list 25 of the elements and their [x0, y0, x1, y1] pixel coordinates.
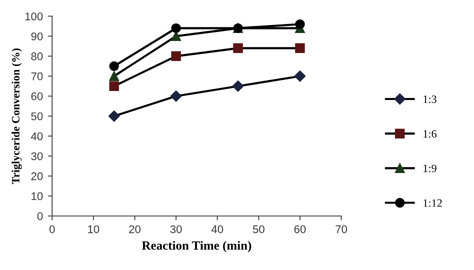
x-tick-label: 40: [211, 225, 224, 234]
legend-label: 1:3: [424, 96, 436, 104]
y-tick-label: 80: [31, 52, 43, 60]
y-tick-label: 10: [32, 192, 43, 200]
x-tick-label: 0: [49, 225, 55, 234]
y-tick-label: 100: [25, 12, 43, 20]
y-tick-label: 60: [31, 92, 43, 100]
x-tick-label: 60: [294, 225, 306, 234]
legend-label: 1:6: [424, 130, 437, 138]
legend-label: 1:12: [424, 199, 442, 207]
y-axis-title: Triglyceride Conversion (%): [12, 48, 22, 184]
legend-label: 1:9: [424, 164, 436, 172]
x-tick-label: 10: [88, 225, 100, 234]
x-tick-label: 70: [336, 225, 348, 234]
x-tick-label: 30: [170, 225, 182, 234]
y-tick-label: 20: [31, 172, 43, 180]
y-tick-label: 0: [37, 212, 43, 220]
y-tick-label: 50: [31, 112, 43, 120]
x-tick-label: 20: [129, 225, 140, 234]
x-tick-label: 50: [252, 225, 264, 234]
y-tick-label: 40: [31, 132, 43, 140]
x-axis-title: Reaction Time (min): [142, 240, 252, 252]
y-tick-label: 70: [31, 72, 43, 80]
y-tick-label: 30: [31, 152, 43, 160]
y-tick-label: 90: [31, 32, 43, 40]
